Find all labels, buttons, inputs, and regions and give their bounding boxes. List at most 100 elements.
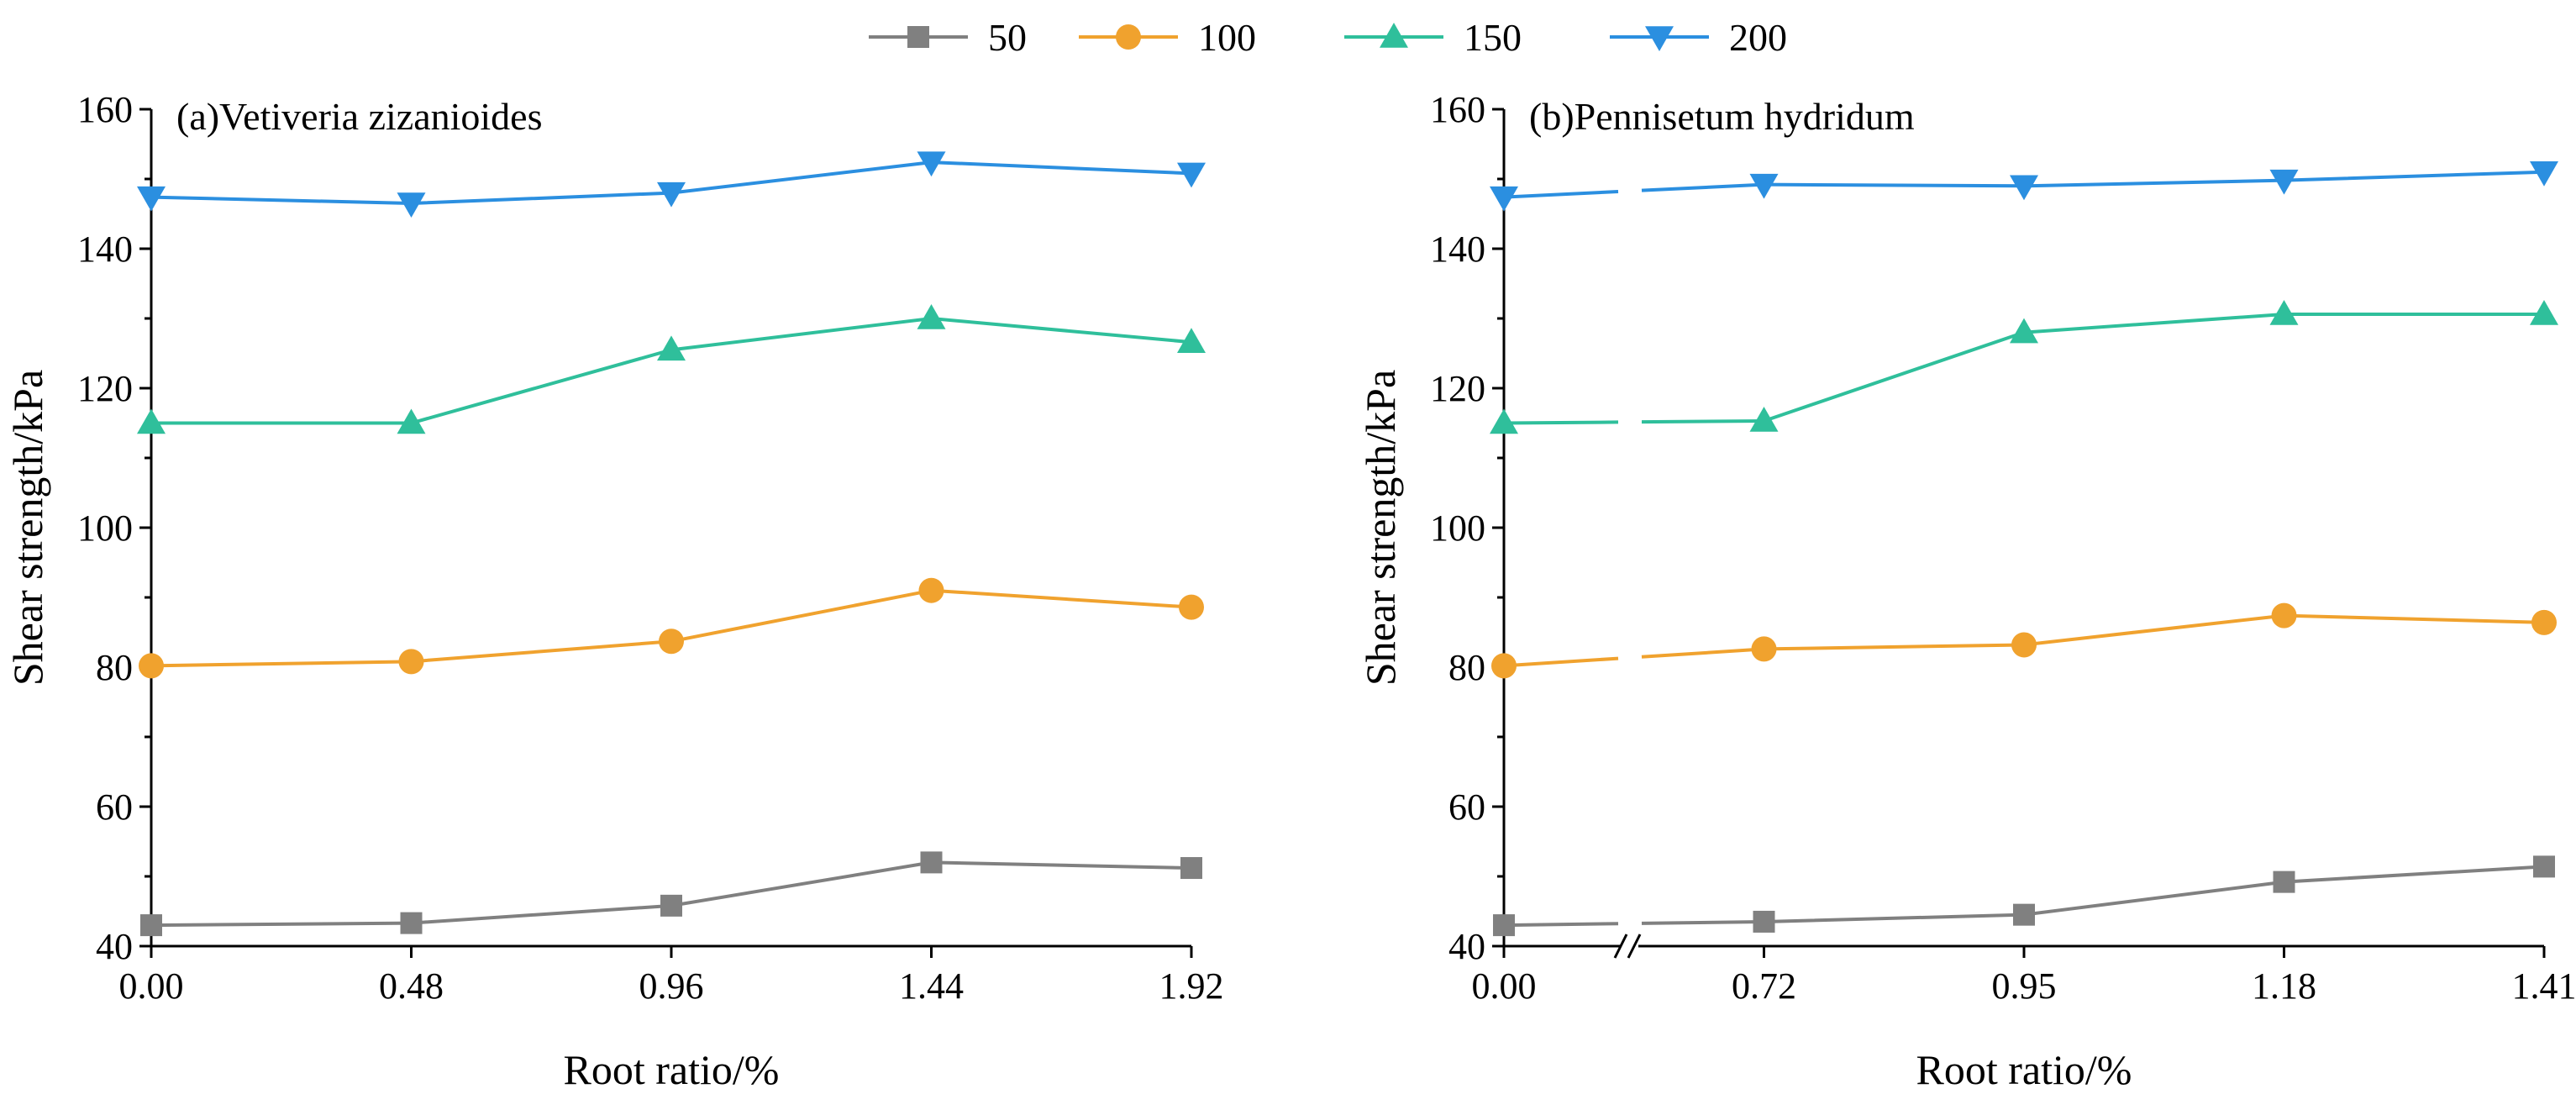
y-tick-label: 100	[1430, 508, 1485, 549]
series-150	[1490, 300, 2558, 434]
data-point	[2273, 870, 2295, 893]
data-point	[400, 912, 423, 934]
legend-label: 150	[1464, 16, 1522, 59]
legend-marker	[907, 26, 929, 48]
data-point	[2010, 318, 2038, 344]
data-point	[657, 335, 686, 361]
series-150	[137, 304, 1206, 434]
axes: 40 60 80 100 120 140 160 0.00 0.72 0.95 1.18 1.41	[1430, 89, 2576, 1007]
axes: 40 60 80 100 120 140 160 0.00 0.48 0.96 1.44 1.92	[77, 89, 1224, 1007]
data-point	[1177, 328, 1206, 353]
data-point	[659, 629, 684, 655]
series-200	[137, 151, 1206, 218]
data-point	[2530, 300, 2558, 325]
data-point	[1749, 173, 1779, 199]
series-line	[1641, 647, 1764, 659]
data-point	[2269, 169, 2299, 195]
data-point	[2010, 175, 2038, 201]
data-point	[140, 914, 162, 937]
legend: 50 100 150 200	[869, 16, 1787, 59]
data-point	[2530, 160, 2558, 187]
legend-label: 100	[1198, 16, 1256, 59]
data-point	[398, 649, 424, 675]
series-line	[1503, 190, 1619, 199]
x-tick-label: 0.48	[379, 965, 444, 1007]
data-point	[2011, 632, 2037, 658]
series-line	[1764, 170, 2545, 188]
y-tick-label: 120	[77, 368, 133, 409]
y-tick-label: 40	[1448, 926, 1485, 967]
data-point	[137, 408, 166, 434]
series-50	[1493, 855, 2555, 937]
data-point	[1493, 914, 1515, 937]
data-point	[1179, 594, 1204, 620]
axis-break-mark	[1613, 934, 1628, 959]
series-200	[1490, 160, 2558, 212]
series-100	[1491, 602, 2557, 679]
y-tick-label: 60	[96, 786, 133, 828]
data-point	[1490, 408, 1518, 434]
series-line	[150, 588, 1192, 668]
data-point	[1490, 186, 1518, 212]
legend-label: 200	[1729, 16, 1787, 59]
data-point	[397, 408, 426, 434]
data-point	[918, 577, 944, 603]
x-tick-label: 1.44	[899, 965, 964, 1007]
series-line	[1641, 182, 1764, 192]
data-point	[139, 653, 164, 679]
data-point	[2269, 300, 2299, 325]
y-axis-label: Shear strength/kPa	[4, 370, 51, 686]
legend-item: 200	[1610, 16, 1787, 59]
series-line	[1641, 419, 1764, 424]
data-point	[1753, 910, 1775, 933]
y-tick-label: 60	[1448, 786, 1485, 828]
data-point	[2533, 855, 2555, 878]
legend-item: 150	[1344, 16, 1522, 59]
x-tick-label: 0.00	[119, 965, 184, 1007]
data-point	[397, 192, 426, 218]
legend-item: 100	[1079, 16, 1256, 59]
data-point	[1177, 162, 1206, 188]
series-line	[1763, 313, 2544, 423]
data-point	[2531, 609, 2557, 635]
y-tick-label: 120	[1430, 368, 1485, 409]
x-tick-label: 0.00	[1472, 965, 1537, 1007]
y-axis-label: Shear strength/kPa	[1357, 370, 1404, 686]
series-line	[1503, 420, 1619, 425]
x-tick-label: 0.95	[1992, 965, 2057, 1007]
series-line	[1764, 865, 2545, 923]
x-tick-label: 1.18	[2252, 965, 2316, 1007]
y-tick-label: 80	[1448, 647, 1485, 688]
series-line	[1764, 613, 2545, 651]
panel-b: 40 60 80 100 120 140 160 0.00 0.72 0.95 1.18 1.41 Ro…	[1357, 89, 2576, 1093]
x-tick-label: 0.72	[1732, 965, 1796, 1007]
legend-item: 50	[869, 16, 1027, 59]
panel-a: 40 60 80 100 120 140 160 0.00 0.48 0.96 1.44 1.92 Ro…	[4, 89, 1224, 1093]
series-50	[140, 851, 1202, 937]
data-point	[1751, 636, 1777, 662]
data-point	[2271, 602, 2297, 629]
legend-label: 50	[988, 16, 1027, 59]
data-point	[917, 304, 946, 329]
legend-marker	[1380, 23, 1408, 48]
y-tick-label: 140	[1430, 229, 1485, 270]
y-tick-label: 100	[77, 508, 133, 549]
data-point	[2013, 903, 2035, 926]
x-tick-label: 1.41	[2512, 965, 2576, 1007]
legend-marker	[1645, 26, 1674, 51]
data-point	[920, 851, 943, 874]
data-point	[1180, 857, 1202, 880]
series-line	[1641, 919, 1764, 925]
y-tick-label: 160	[77, 89, 133, 130]
data-point	[137, 186, 166, 212]
x-axis-label: Root ratio/%	[564, 1046, 780, 1093]
axis-break-mark	[1627, 934, 1642, 959]
data-point	[660, 894, 682, 917]
x-tick-label: 1.92	[1159, 965, 1224, 1007]
y-tick-label: 160	[1430, 89, 1485, 130]
data-point	[917, 151, 946, 177]
data-point	[1749, 407, 1779, 432]
y-tick-label: 80	[96, 647, 133, 688]
legend-marker	[1116, 24, 1141, 50]
